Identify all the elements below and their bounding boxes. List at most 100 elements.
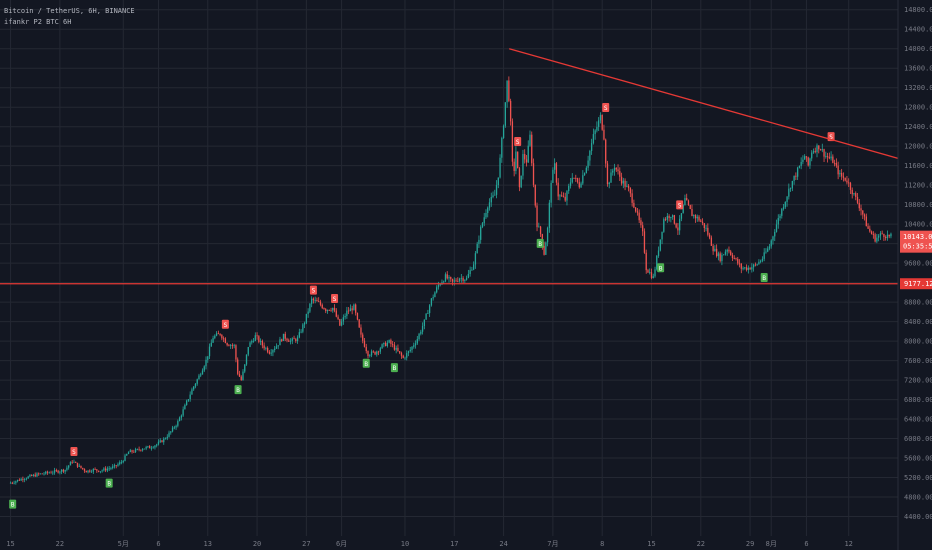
candle-body xyxy=(228,345,230,346)
candle-body xyxy=(652,276,654,278)
y-tick-label: 12800.00 xyxy=(904,104,932,112)
candle-body xyxy=(536,205,538,228)
candle-body xyxy=(451,278,454,282)
candle-body xyxy=(261,340,264,346)
candle-body xyxy=(870,231,873,235)
candle-body xyxy=(159,440,161,442)
candle-body xyxy=(538,226,540,228)
candle-body xyxy=(360,327,362,335)
candle-body xyxy=(282,333,285,341)
candle-body xyxy=(244,364,246,372)
candle-body xyxy=(349,308,352,312)
candle-body xyxy=(113,465,116,467)
candle-body xyxy=(386,342,389,347)
candle-body xyxy=(15,481,17,483)
candle-body xyxy=(737,258,739,264)
candle-body xyxy=(724,251,727,255)
candle-body xyxy=(20,478,22,481)
candle-body xyxy=(605,139,607,164)
candle-body xyxy=(842,176,845,178)
candle-body xyxy=(423,319,426,327)
buy-marker xyxy=(9,499,17,509)
candle-body xyxy=(85,470,87,473)
buy-marker-glyph: B xyxy=(11,502,15,509)
candle-body xyxy=(693,215,695,217)
candle-body xyxy=(511,121,514,162)
candle-body xyxy=(87,470,89,473)
candle-body xyxy=(613,167,616,171)
candle-body xyxy=(221,334,223,339)
y-tick-label: 8400.00 xyxy=(904,318,932,326)
candle-body xyxy=(270,352,272,354)
candle-body xyxy=(740,263,742,269)
candle-body xyxy=(629,188,632,194)
candle-body xyxy=(816,145,818,153)
candle-body xyxy=(485,212,487,218)
candle-body xyxy=(143,448,146,450)
candle-body xyxy=(50,472,52,474)
y-tick-label: 10800.00 xyxy=(904,201,932,209)
candle-body xyxy=(691,208,693,217)
candle-body xyxy=(217,333,219,335)
candle-body xyxy=(274,348,276,351)
candle-body xyxy=(291,338,293,341)
candle-body xyxy=(687,200,690,205)
candle-body xyxy=(175,425,177,428)
candle-body xyxy=(700,220,702,222)
candle-body xyxy=(622,180,624,184)
candle-body xyxy=(388,340,390,343)
time-axis[interactable]: 15 22 5月 6 13 20 27 6月 10 17 24 7月 8 15 22 29 8月 6 12 xyxy=(6,540,853,548)
buy-marker xyxy=(362,358,370,368)
indicator-label[interactable]: ifankr P2 BTC 6H xyxy=(4,18,72,26)
buy-marker-glyph: B xyxy=(107,481,111,488)
candle-body xyxy=(96,469,98,471)
candle-body xyxy=(606,163,609,185)
candle-body xyxy=(828,157,830,159)
candle-body xyxy=(679,218,681,231)
candle-body xyxy=(332,307,334,311)
candle-body xyxy=(631,193,633,203)
price-axis[interactable]: 4400.00 4800.00 5200.00 5600.00 6000.00 6400.… xyxy=(897,0,932,550)
candle-body xyxy=(222,338,225,340)
candle-body xyxy=(303,322,306,325)
x-tick-label: 15 xyxy=(6,540,14,548)
x-tick-label: 8月 xyxy=(766,540,777,548)
candle-body xyxy=(858,202,860,209)
candle-body xyxy=(666,215,668,220)
candle-body xyxy=(108,468,110,470)
candle-body xyxy=(71,461,73,463)
candle-body xyxy=(103,468,105,471)
candle-body xyxy=(677,227,679,231)
candle-body xyxy=(152,447,154,449)
candle-body xyxy=(82,467,84,470)
candle-body xyxy=(370,351,373,356)
candle-body xyxy=(251,341,253,343)
candle-body xyxy=(879,233,882,236)
candle-body xyxy=(430,298,433,306)
candle-body xyxy=(428,305,431,314)
sell-marker xyxy=(514,137,522,147)
candle-body xyxy=(272,350,274,353)
x-tick-label: 7月 xyxy=(547,540,558,548)
candle-body xyxy=(383,342,385,345)
x-tick-label: 10 xyxy=(401,540,409,548)
candle-body xyxy=(819,149,822,151)
candle-body xyxy=(758,261,760,265)
candle-body xyxy=(41,473,43,475)
candle-body xyxy=(782,207,785,209)
y-tick-label: 13600.00 xyxy=(904,65,932,73)
candle-body xyxy=(573,177,575,179)
candle-body xyxy=(673,215,676,224)
candle-body xyxy=(25,478,28,480)
drawing-lines[interactable] xyxy=(0,48,899,285)
candle-body xyxy=(481,223,484,228)
candle-body xyxy=(774,231,776,237)
candle-body xyxy=(275,346,278,349)
symbol-title: Bitcoin / TetherUS, 6H, BINANCE xyxy=(4,7,135,15)
candle-body xyxy=(763,252,765,259)
candle-body xyxy=(259,340,262,342)
candle-body xyxy=(399,351,401,353)
candle-body xyxy=(654,269,656,277)
